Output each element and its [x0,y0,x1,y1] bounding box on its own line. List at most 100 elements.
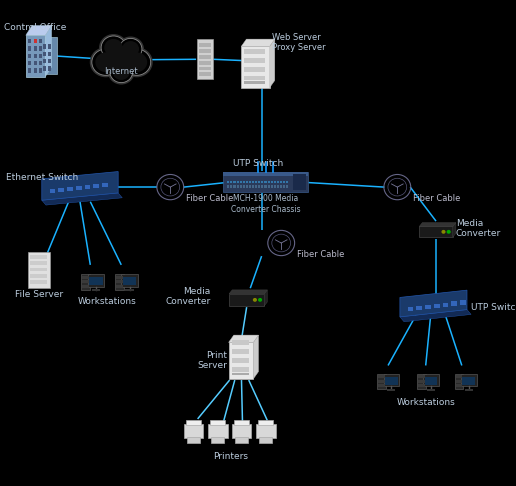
FancyBboxPatch shape [378,375,385,378]
FancyBboxPatch shape [184,424,203,438]
FancyBboxPatch shape [39,69,42,72]
Text: Control Office: Control Office [4,22,67,32]
FancyBboxPatch shape [34,39,37,43]
FancyBboxPatch shape [123,277,136,285]
FancyBboxPatch shape [186,420,201,425]
FancyBboxPatch shape [243,185,245,188]
FancyBboxPatch shape [34,61,37,65]
FancyBboxPatch shape [229,342,253,379]
Text: Internet: Internet [104,67,138,76]
FancyBboxPatch shape [232,424,251,438]
Circle shape [90,47,122,77]
Circle shape [446,230,451,234]
FancyBboxPatch shape [261,181,263,183]
FancyBboxPatch shape [267,185,269,188]
FancyBboxPatch shape [434,304,440,308]
Polygon shape [45,25,52,76]
FancyBboxPatch shape [232,372,249,375]
FancyBboxPatch shape [243,181,245,183]
Text: Fiber Cable: Fiber Cable [186,194,234,204]
FancyBboxPatch shape [26,35,45,76]
FancyBboxPatch shape [455,374,463,389]
FancyBboxPatch shape [234,420,249,425]
Circle shape [104,39,123,56]
Circle shape [253,298,257,302]
FancyBboxPatch shape [273,181,276,183]
Circle shape [99,34,128,61]
FancyBboxPatch shape [387,389,395,391]
FancyBboxPatch shape [252,185,254,188]
Circle shape [106,46,136,74]
FancyBboxPatch shape [230,181,232,183]
FancyBboxPatch shape [50,189,55,193]
Circle shape [108,59,135,85]
FancyBboxPatch shape [121,274,138,287]
FancyBboxPatch shape [456,384,462,387]
Text: File Server: File Server [14,290,63,299]
FancyBboxPatch shape [270,185,272,188]
Polygon shape [264,290,267,306]
FancyBboxPatch shape [43,66,46,70]
Circle shape [123,49,151,75]
FancyBboxPatch shape [30,261,47,265]
FancyBboxPatch shape [241,47,269,87]
Polygon shape [42,172,118,200]
FancyBboxPatch shape [462,377,475,385]
FancyBboxPatch shape [383,374,399,386]
FancyBboxPatch shape [230,185,232,188]
FancyBboxPatch shape [280,181,282,183]
FancyBboxPatch shape [40,37,57,74]
FancyBboxPatch shape [81,274,90,290]
FancyBboxPatch shape [443,302,448,307]
FancyBboxPatch shape [43,44,46,49]
Circle shape [441,230,446,234]
FancyBboxPatch shape [232,358,249,363]
FancyBboxPatch shape [115,274,124,290]
FancyBboxPatch shape [82,285,89,288]
FancyBboxPatch shape [30,255,47,259]
FancyBboxPatch shape [34,53,37,58]
FancyBboxPatch shape [30,274,47,278]
Polygon shape [229,290,267,294]
FancyBboxPatch shape [39,53,42,58]
FancyBboxPatch shape [277,185,279,188]
Polygon shape [400,310,471,322]
Circle shape [112,64,130,80]
FancyBboxPatch shape [28,46,31,51]
FancyBboxPatch shape [245,49,265,54]
Text: Printers: Printers [213,452,248,461]
FancyBboxPatch shape [116,280,123,283]
FancyBboxPatch shape [28,39,31,43]
FancyBboxPatch shape [233,185,235,188]
FancyBboxPatch shape [43,59,46,63]
Polygon shape [26,25,52,35]
FancyBboxPatch shape [270,181,272,183]
FancyBboxPatch shape [239,181,241,183]
FancyBboxPatch shape [283,181,285,183]
FancyBboxPatch shape [34,46,37,51]
FancyBboxPatch shape [48,44,51,49]
FancyBboxPatch shape [199,55,211,59]
FancyBboxPatch shape [418,375,425,378]
Polygon shape [269,39,275,87]
FancyBboxPatch shape [267,181,269,183]
FancyBboxPatch shape [211,437,224,443]
FancyBboxPatch shape [246,185,248,188]
FancyBboxPatch shape [293,174,305,190]
FancyBboxPatch shape [30,267,47,271]
FancyBboxPatch shape [187,437,200,443]
FancyBboxPatch shape [425,305,431,309]
FancyBboxPatch shape [210,420,225,425]
FancyBboxPatch shape [116,285,123,288]
FancyBboxPatch shape [67,187,73,191]
FancyBboxPatch shape [419,226,453,237]
FancyBboxPatch shape [48,59,51,63]
FancyBboxPatch shape [92,289,100,291]
Text: Fiber Cable: Fiber Cable [297,250,345,260]
FancyBboxPatch shape [385,377,398,385]
FancyBboxPatch shape [418,384,425,387]
FancyBboxPatch shape [258,420,273,425]
FancyBboxPatch shape [408,307,413,311]
FancyBboxPatch shape [39,61,42,65]
Circle shape [117,36,144,62]
